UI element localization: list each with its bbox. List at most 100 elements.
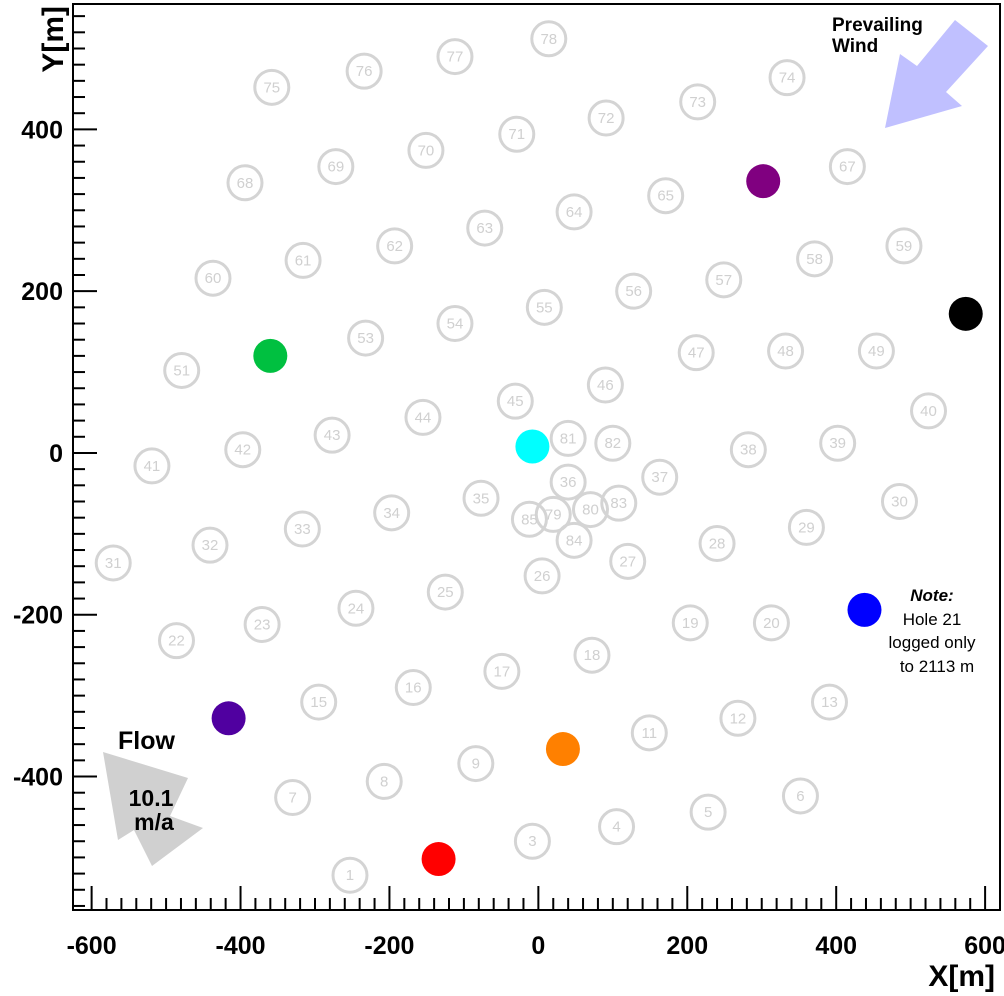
hole-marker — [253, 68, 291, 106]
y-tick-label: -200 — [13, 602, 63, 630]
hole-marker — [404, 398, 442, 436]
hole-label: 82 — [604, 435, 621, 452]
hole-marker — [796, 240, 834, 278]
hole-marker — [313, 416, 351, 454]
wind-label-line2: Wind — [832, 36, 878, 57]
hole-marker — [647, 177, 685, 215]
hole-label: 36 — [560, 474, 577, 491]
x-tick-label: -400 — [216, 932, 266, 960]
hole-marker — [157, 622, 195, 660]
hole-marker — [828, 148, 866, 186]
x-tick-label: -600 — [67, 932, 117, 960]
hole-label: 26 — [534, 568, 551, 585]
hole-marker — [194, 259, 232, 297]
note-title: Note: — [910, 586, 953, 605]
hole-marker — [781, 777, 819, 815]
hole-label: 45 — [507, 393, 524, 410]
hole-marker — [426, 573, 464, 611]
hole-label: 55 — [536, 299, 553, 316]
x-tick-label: 200 — [666, 932, 708, 960]
hole-marker — [513, 822, 551, 860]
hole-marker — [594, 424, 632, 462]
flow-label: Flow — [118, 727, 175, 755]
highlighted-holes — [211, 164, 983, 877]
hole-marker — [819, 424, 857, 462]
highlighted-hole-point — [746, 164, 781, 199]
hole-marker — [719, 699, 757, 737]
hole-label: 38 — [740, 442, 757, 459]
hole-label: 12 — [730, 710, 747, 727]
hole-marker — [609, 542, 647, 580]
hole-marker — [436, 38, 474, 76]
hole-label: 29 — [798, 519, 815, 536]
hole-label: 44 — [415, 409, 432, 426]
highlighted-hole-point — [545, 732, 580, 767]
hole-marker — [523, 557, 561, 595]
hole-marker — [337, 589, 375, 627]
hole-label: 39 — [829, 435, 846, 452]
hole-label: 25 — [437, 584, 454, 601]
hole-marker — [641, 458, 679, 496]
hole-marker — [365, 762, 403, 800]
hole-marker — [615, 272, 653, 310]
hole-label: 37 — [651, 469, 668, 486]
x-tick-label: -200 — [364, 932, 414, 960]
hole-label: 47 — [688, 345, 705, 362]
wind-label-line1: Prevailing — [832, 15, 923, 36]
hole-label: 11 — [642, 725, 658, 742]
hole-marker — [483, 652, 521, 690]
x-tick-label: 600 — [964, 932, 1004, 960]
hole-marker — [163, 351, 201, 389]
axis-ticks: -600 -400 -200 0 200 400 600 -400 -200 0 200 400 — [13, 15, 1004, 960]
hole-label: 22 — [168, 633, 185, 650]
hole-label: 70 — [418, 142, 435, 159]
note-line2: logged only — [889, 633, 976, 652]
hole-label: 59 — [896, 238, 913, 255]
hole-label: 79 — [545, 506, 562, 523]
hole-label: 34 — [383, 505, 400, 522]
hole-marker — [496, 382, 534, 420]
y-tick-label: 0 — [49, 440, 63, 468]
x-axis-title: X[m] — [928, 960, 995, 993]
hole-label: 4 — [612, 819, 620, 836]
hole-label: 23 — [254, 616, 271, 633]
hole-label: 9 — [472, 756, 480, 773]
hole-label: 49 — [868, 343, 885, 360]
hole-marker — [300, 683, 338, 721]
hole-label: 28 — [709, 536, 726, 553]
hole-label: 80 — [582, 502, 599, 519]
hole-marker — [317, 148, 355, 186]
hole-label: 74 — [779, 70, 796, 87]
hole-label: 73 — [689, 94, 706, 111]
hole-label: 60 — [205, 270, 222, 287]
hole-marker — [283, 510, 321, 548]
hole-marker — [880, 482, 918, 520]
y-axis-title: Y[m] — [37, 6, 70, 73]
hole-label: 84 — [566, 532, 583, 549]
hole-marker — [226, 164, 264, 202]
highlighted-hole-point — [948, 296, 983, 331]
hole-marker — [571, 491, 609, 529]
hole-marker — [857, 332, 895, 370]
hole-label: 3 — [528, 833, 536, 850]
hole-label: 33 — [294, 521, 311, 538]
hole-marker — [394, 669, 432, 707]
hole-marker — [573, 636, 611, 674]
hole-label: 15 — [310, 694, 327, 711]
hole-label: 27 — [619, 553, 636, 570]
hole-label: 57 — [715, 272, 732, 289]
hole-label: 35 — [473, 490, 490, 507]
hole-marker — [284, 241, 322, 279]
hole-marker — [586, 366, 624, 404]
hole-label: 20 — [763, 615, 780, 632]
hole-marker — [462, 479, 500, 517]
hole-marker — [373, 494, 411, 532]
hole-label: 30 — [891, 493, 908, 510]
hole-marker — [191, 526, 229, 564]
hole-label: 6 — [796, 788, 804, 805]
hole-marker — [549, 419, 587, 457]
hole-marker — [345, 52, 383, 90]
hole-marker — [587, 99, 625, 137]
hole-label: 41 — [144, 458, 161, 475]
